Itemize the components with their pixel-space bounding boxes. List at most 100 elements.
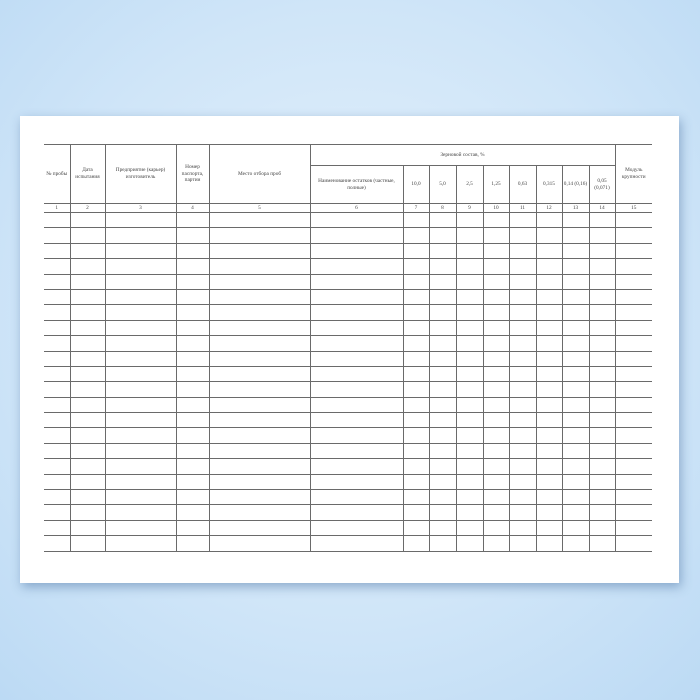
table-cell[interactable] (208, 519, 311, 537)
table-cell[interactable] (482, 473, 510, 491)
table-cell[interactable] (309, 458, 404, 475)
table-cell[interactable] (535, 350, 563, 367)
table-cell[interactable] (428, 535, 457, 552)
table-cell[interactable] (482, 442, 510, 460)
table-cell[interactable] (175, 473, 210, 491)
table-cell[interactable] (69, 427, 106, 444)
table-cell[interactable] (104, 535, 177, 552)
table-cell[interactable] (175, 273, 210, 290)
table-cell[interactable] (508, 535, 537, 552)
table-cell[interactable] (402, 427, 430, 444)
table-cell[interactable] (561, 304, 590, 321)
table-cell[interactable] (455, 350, 484, 367)
table-cell[interactable] (428, 350, 457, 367)
table-cell[interactable] (208, 227, 311, 244)
table-cell[interactable] (614, 304, 652, 321)
table-cell[interactable] (104, 504, 177, 521)
table-cell[interactable] (614, 211, 652, 229)
table-cell[interactable] (508, 489, 537, 506)
table-cell[interactable] (402, 535, 430, 552)
table-cell[interactable] (455, 258, 484, 275)
table-cell[interactable] (482, 427, 510, 444)
table-cell[interactable] (428, 335, 457, 352)
table-cell[interactable] (44, 350, 71, 367)
table-cell[interactable] (561, 427, 590, 444)
table-cell[interactable] (175, 396, 210, 414)
table-cell[interactable] (208, 273, 311, 290)
table-cell[interactable] (175, 489, 210, 506)
table-cell[interactable] (561, 258, 590, 275)
table-cell[interactable] (208, 258, 311, 275)
table-cell[interactable] (561, 242, 590, 260)
table-cell[interactable] (588, 288, 616, 306)
table-cell[interactable] (44, 242, 71, 260)
table-cell[interactable] (455, 412, 484, 429)
table-cell[interactable] (428, 242, 457, 260)
table-cell[interactable] (402, 473, 430, 491)
table-cell[interactable] (69, 442, 106, 460)
table-cell[interactable] (104, 412, 177, 429)
table-cell[interactable] (69, 288, 106, 306)
table-cell[interactable] (588, 365, 616, 383)
table-cell[interactable] (588, 258, 616, 275)
table-cell[interactable] (402, 519, 430, 537)
table-cell[interactable] (104, 458, 177, 475)
table-cell[interactable] (455, 319, 484, 337)
table-cell[interactable] (614, 288, 652, 306)
table-cell[interactable] (175, 304, 210, 321)
table-cell[interactable] (455, 519, 484, 537)
table-cell[interactable] (535, 227, 563, 244)
table-cell[interactable] (175, 335, 210, 352)
table-cell[interactable] (508, 412, 537, 429)
table-cell[interactable] (482, 227, 510, 244)
table-cell[interactable] (104, 427, 177, 444)
table-cell[interactable] (482, 504, 510, 521)
table-cell[interactable] (614, 258, 652, 275)
table-cell[interactable] (428, 489, 457, 506)
table-cell[interactable] (44, 273, 71, 290)
table-cell[interactable] (309, 319, 404, 337)
table-cell[interactable] (208, 458, 311, 475)
table-cell[interactable] (104, 227, 177, 244)
table-cell[interactable] (535, 365, 563, 383)
table-cell[interactable] (508, 458, 537, 475)
table-cell[interactable] (44, 535, 71, 552)
table-cell[interactable] (208, 489, 311, 506)
table-cell[interactable] (561, 211, 590, 229)
table-cell[interactable] (104, 442, 177, 460)
table-cell[interactable] (208, 335, 311, 352)
table-cell[interactable] (104, 211, 177, 229)
table-cell[interactable] (44, 288, 71, 306)
table-cell[interactable] (44, 396, 71, 414)
table-cell[interactable] (482, 365, 510, 383)
table-cell[interactable] (69, 535, 106, 552)
table-cell[interactable] (482, 350, 510, 367)
table-cell[interactable] (508, 304, 537, 321)
table-cell[interactable] (44, 258, 71, 275)
table-cell[interactable] (455, 288, 484, 306)
table-cell[interactable] (309, 304, 404, 321)
table-cell[interactable] (588, 381, 616, 398)
table-cell[interactable] (535, 519, 563, 537)
table-cell[interactable] (455, 304, 484, 321)
table-cell[interactable] (104, 273, 177, 290)
table-cell[interactable] (455, 242, 484, 260)
table-cell[interactable] (428, 504, 457, 521)
table-cell[interactable] (104, 365, 177, 383)
table-cell[interactable] (104, 489, 177, 506)
table-cell[interactable] (588, 211, 616, 229)
table-cell[interactable] (402, 227, 430, 244)
table-cell[interactable] (309, 258, 404, 275)
table-cell[interactable] (44, 412, 71, 429)
table-cell[interactable] (44, 519, 71, 537)
table-cell[interactable] (614, 442, 652, 460)
table-cell[interactable] (69, 381, 106, 398)
table-cell[interactable] (455, 535, 484, 552)
table-cell[interactable] (69, 304, 106, 321)
table-cell[interactable] (588, 442, 616, 460)
table-cell[interactable] (482, 381, 510, 398)
table-cell[interactable] (614, 489, 652, 506)
table-cell[interactable] (402, 365, 430, 383)
table-cell[interactable] (535, 319, 563, 337)
table-cell[interactable] (44, 442, 71, 460)
